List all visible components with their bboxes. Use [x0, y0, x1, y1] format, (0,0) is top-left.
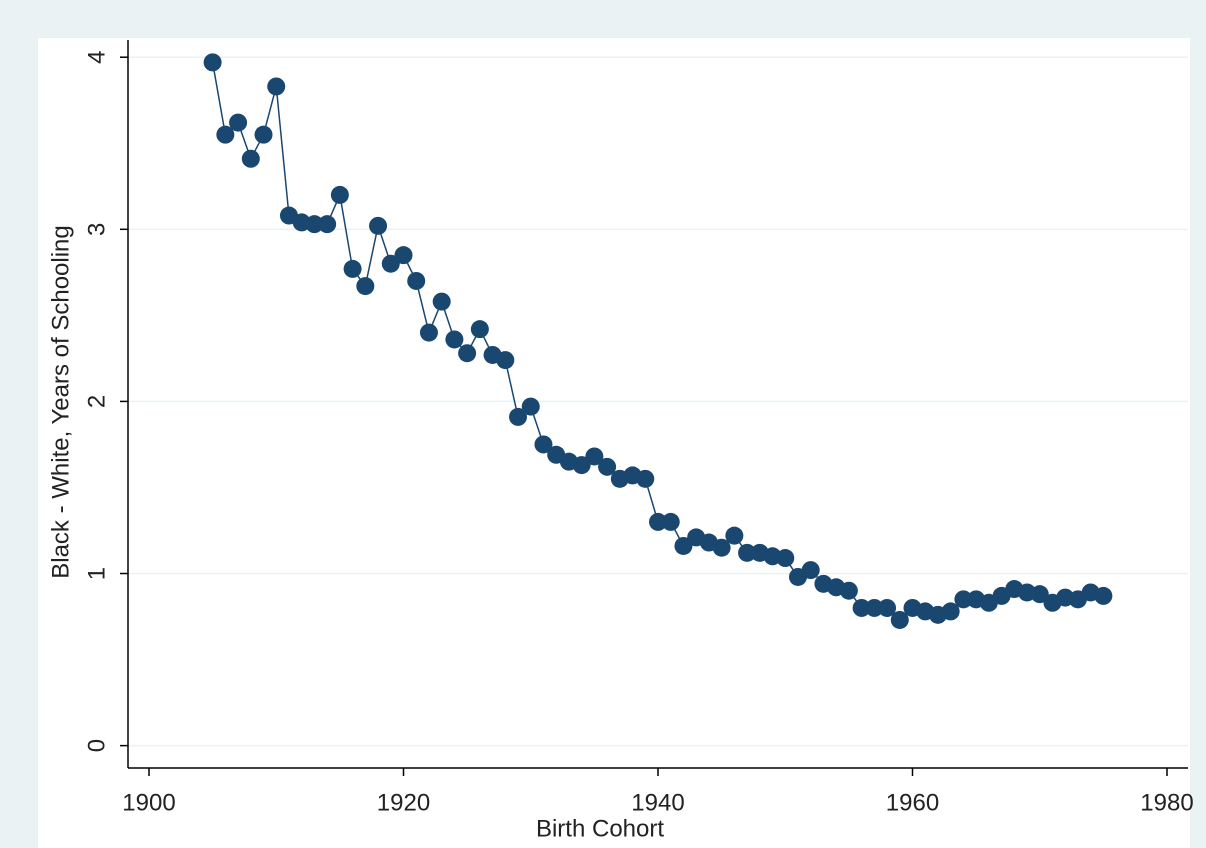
data-point: [941, 602, 960, 621]
data-point: [432, 292, 451, 311]
y-tick-label: 3: [83, 223, 110, 236]
data-point: [801, 561, 820, 580]
data-point: [356, 277, 375, 296]
y-tick-label: 0: [83, 739, 110, 752]
data-point: [585, 447, 604, 466]
data-point: [852, 598, 871, 617]
data-point: [509, 407, 528, 426]
x-tick-label: 1920: [377, 789, 430, 816]
data-point: [738, 543, 757, 562]
data-point: [725, 526, 744, 545]
x-tick-label: 1960: [886, 789, 939, 816]
data-point: [229, 113, 248, 132]
data-point: [649, 512, 667, 531]
data-point: [674, 536, 693, 555]
data-point: [496, 351, 515, 370]
data-point: [470, 320, 489, 339]
data-point: [1030, 585, 1049, 604]
data-point: [636, 469, 655, 488]
data-point: [318, 215, 337, 234]
data-point: [572, 456, 591, 475]
data-point: [661, 512, 680, 531]
data-point: [954, 590, 973, 609]
data-point: [407, 271, 426, 290]
data-point: [890, 610, 909, 629]
data-point: [216, 125, 235, 144]
data-point: [458, 344, 477, 363]
x-tick-label: 1940: [631, 789, 684, 816]
data-point: [369, 216, 388, 235]
y-tick-label: 1: [83, 567, 110, 580]
data-point: [381, 254, 400, 273]
data-point: [839, 581, 858, 600]
data-point: [203, 53, 222, 72]
data-point: [419, 323, 438, 342]
x-tick-label: 1980: [1140, 789, 1193, 816]
plot-background: [38, 38, 1190, 848]
x-axis-title: Birth Cohort: [536, 815, 664, 842]
y-tick-label: 4: [83, 51, 110, 64]
data-point: [598, 457, 617, 476]
data-point: [241, 149, 260, 168]
data-point: [254, 125, 273, 144]
data-point: [1094, 586, 1113, 605]
data-point: [878, 598, 897, 617]
x-tick-label: 1900: [122, 789, 175, 816]
data-point: [305, 215, 324, 234]
data-point: [534, 435, 553, 454]
data-point: [394, 246, 413, 265]
data-point: [776, 549, 795, 568]
data-point: [445, 330, 464, 349]
y-axis-title: Black - White, Years of Schooling: [47, 225, 74, 579]
data-point: [343, 259, 362, 278]
data-point: [865, 598, 884, 617]
data-point: [712, 538, 731, 557]
data-point: [521, 397, 540, 416]
data-point: [267, 77, 286, 96]
y-tick-label: 2: [83, 395, 110, 408]
data-point: [330, 185, 349, 204]
